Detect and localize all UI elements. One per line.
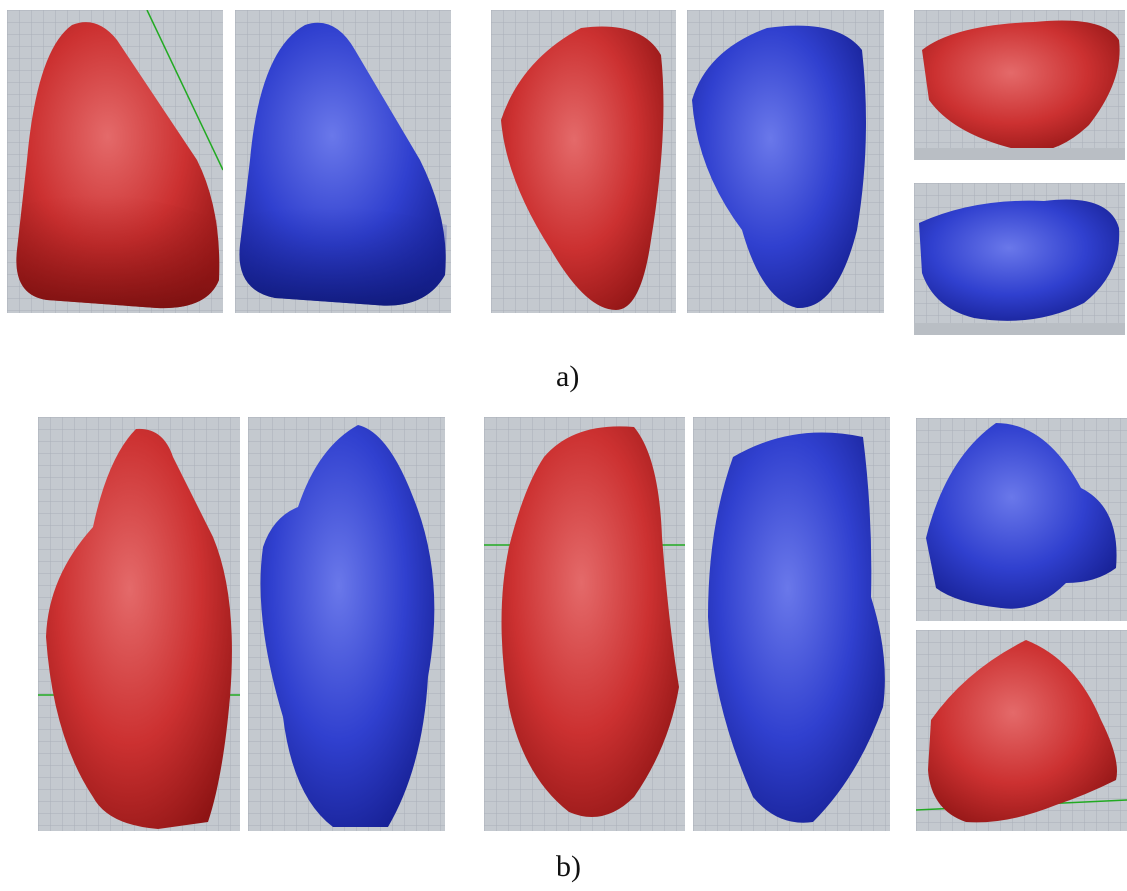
panel-a-back-red [491,10,676,313]
panel-b-back-blue [693,417,890,831]
panel-b-front-red [38,417,240,831]
caption-b: b) [556,850,581,883]
red-rock-model [914,10,1125,160]
blue-rock-model [235,10,451,313]
blue-rock-model [914,183,1125,335]
panel-b-side-blue [916,418,1127,621]
red-rock-model [38,417,240,831]
blue-rock-model [248,417,445,831]
panel-b-back-red [484,417,685,831]
panel-a-side-blue [914,183,1125,335]
red-rock-model [916,630,1127,831]
blue-rock-model [693,417,890,831]
panel-a-side-red [914,10,1125,160]
panel-a-front-blue [235,10,451,313]
panel-b-front-blue [248,417,445,831]
red-rock-model [7,10,223,313]
panel-a-back-blue [687,10,884,313]
caption-a: a) [556,360,580,393]
red-rock-model [484,417,685,831]
panel-a-front-red [7,10,223,313]
blue-rock-model [916,418,1127,621]
blue-rock-model [687,10,884,313]
panel-b-side-red [916,630,1127,831]
red-rock-model [491,10,676,313]
